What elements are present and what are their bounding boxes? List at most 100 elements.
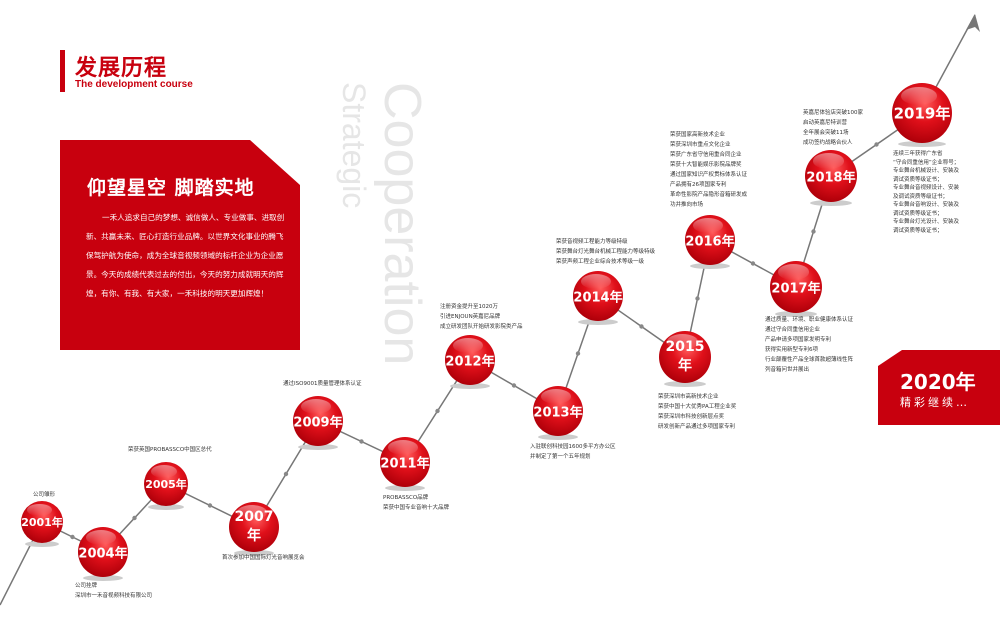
milestone-description: PROBASSCO品牌 荣获中国专业音响十大品牌 xyxy=(383,493,449,513)
ball-shadow xyxy=(83,575,123,581)
milestone-description: 公司挂牌 深圳市一禾音视频科技有限公司 xyxy=(75,581,152,601)
description-line: 功并推向市场 xyxy=(670,202,704,208)
page-title: 发展历程 xyxy=(75,56,168,81)
milestone-ball: 2005年 xyxy=(144,462,188,506)
ball-shadow xyxy=(898,141,946,147)
description-line: 专业舞台音响设计、安装及 xyxy=(893,202,960,208)
future-text: 精彩继续… xyxy=(900,396,970,409)
ball-shadow xyxy=(538,434,578,440)
description-line: 行业颠覆性产品全球首款超薄线性阵 xyxy=(765,357,854,363)
milestone-description: 注册资金提升至1020万 引进ENJOUN英嘉尼品牌 成立研发团队开始研发影院类产品 xyxy=(440,302,523,332)
milestone-year: 2009年 xyxy=(293,415,343,431)
milestone-year: 2013年 xyxy=(533,405,583,421)
milestone-ball: 2013年 xyxy=(533,386,583,436)
milestone-ball: 2017年 xyxy=(770,261,822,313)
page-subtitle: The development course xyxy=(75,79,193,90)
description-line: 并制定了第一个五年规划 xyxy=(530,454,591,460)
milestone-description: 首次参加中国国际灯光音响展览会 xyxy=(222,553,305,563)
description-line: 通过质量、环境、职业健康体系认证 xyxy=(765,317,854,323)
milestone-description: 通过质量、环境、职业健康体系认证 通过守合同重信用企业 产品申请多项国家发明专利 获得… xyxy=(765,315,853,375)
milestone-ball: 2012年 xyxy=(445,335,495,385)
milestone-year: 2004年 xyxy=(78,546,128,562)
milestone-ball: 2016年 xyxy=(685,215,735,265)
description-line: 荣获中国专业音响十大品牌 xyxy=(383,505,450,511)
timeline-node-dot xyxy=(435,408,440,414)
ball-shadow xyxy=(578,319,618,325)
milestone-year: 2012年 xyxy=(445,354,495,370)
milestone-description: 英嘉尼体验店突破100家 启动英嘉尼特训营 全年展会突破11场 成功签约战略合伙人 xyxy=(803,108,863,148)
timeline-node-dot xyxy=(132,515,137,521)
timeline-node-dot xyxy=(207,503,213,508)
description-line: 专业舞台灯光设计、安装及 xyxy=(893,219,960,225)
description-line: “守合同重信用”企业称号； xyxy=(893,159,960,166)
description-line: 产品拥有26项国家专利 xyxy=(670,182,727,188)
milestone-description: 通过ISO9001质量管理体系认证 xyxy=(283,379,361,389)
description-line: 调试资质等级证书； xyxy=(893,227,943,234)
description-line: 荣获深圳市重点文化企业 xyxy=(670,142,731,148)
description-line: 引进ENJOUN英嘉尼品牌 xyxy=(440,314,501,320)
description-line: 专业舞台机械设计、安装及 xyxy=(893,168,960,174)
milestone-year: 2017年 xyxy=(771,281,821,297)
milestone-description: 荣获英国PROBASSCO中国区总代 xyxy=(128,445,212,455)
ball-shadow xyxy=(148,504,184,510)
description-line: 入驻联创科技园1600多平方办公区 xyxy=(530,444,616,450)
description-line: 全年展会突破11场 xyxy=(803,130,849,136)
description-line: 公司雏形 xyxy=(33,492,56,498)
milestone-description: 荣获音视频工程能力等级特级 荣获舞台灯光舞台机械工程能力等级特级 荣获声频工程企业综… xyxy=(556,237,655,267)
ball-shadow xyxy=(298,444,338,450)
description-line: 及调试资质等级证书； xyxy=(893,193,949,200)
description-line: 启动英嘉尼特训营 xyxy=(803,120,848,126)
description-line: 荣获国家高新技术企业 xyxy=(670,132,726,138)
milestone-year: 2015年 xyxy=(665,339,705,374)
description-line: 连续三年获得广东省 xyxy=(893,151,943,157)
ball-shadow xyxy=(810,200,852,206)
description-line: 荣获舞台灯光舞台机械工程能力等级特级 xyxy=(556,249,656,255)
milestone-description: 入驻联创科技园1600多平方办公区 并制定了第一个五年规划 xyxy=(530,442,616,462)
description-line: 成功签约战略合伙人 xyxy=(803,140,853,146)
timeline-node-dot xyxy=(70,534,75,540)
milestone-year: 2005年 xyxy=(145,478,187,491)
timeline-node-dot xyxy=(283,471,289,477)
milestone-year: 2011年 xyxy=(380,456,430,472)
timeline-node-dot xyxy=(750,261,756,266)
ball-shadow xyxy=(664,381,706,387)
milestone-description: 荣获国家高新技术企业 荣获深圳市重点文化企业荣获广东省守信用重合同企业 荣获十大智能… xyxy=(670,130,747,210)
milestone-ball: 2018年 xyxy=(805,150,857,202)
ball-shadow xyxy=(385,485,425,491)
description-line: 专业舞台音视频设计、安装 xyxy=(893,185,960,191)
description-line: 成立研发团队开始研发影院类产品 xyxy=(440,324,523,330)
intro-body: 一禾人追求自己的梦想、诚信做人、专业做事、进取创新、共赢未来、匠心打造行业品牌。… xyxy=(86,213,285,298)
ball-shadow xyxy=(775,311,817,317)
milestone-ball: 2019年 xyxy=(892,83,952,143)
description-line: 产品申请多项国家发明专利 xyxy=(765,337,832,343)
milestone-ball: 2009年 xyxy=(293,396,343,446)
milestone-description: 公司雏形 xyxy=(33,490,55,500)
description-line: 首次参加中国国际灯光音响展览会 xyxy=(222,555,305,561)
description-line: 通过守合同重信用企业 xyxy=(765,327,821,333)
timeline-node-dot xyxy=(695,296,700,301)
header-accent-bar xyxy=(60,50,65,92)
description-line: 研发创新产品通过多项国家专利 xyxy=(658,424,736,430)
description-line: 荣获中国十大优秀PA工程企业奖 xyxy=(658,404,737,410)
description-line: 列音箱问世并展出 xyxy=(765,367,810,373)
milestone-ball: 2014年 xyxy=(573,271,623,321)
future-year: 2020年 xyxy=(900,370,976,394)
milestone-year: 2001年 xyxy=(21,516,63,529)
description-line: 荣获深圳市高新技术企业 xyxy=(658,394,719,400)
description-line: 调试资质等级证书； xyxy=(893,176,943,183)
milestone-year: 2019年 xyxy=(893,104,951,123)
description-line: 荣获广东省守信用重合同企业 xyxy=(670,152,742,158)
description-line: 荣获十大智能娱乐影院品牌奖 xyxy=(670,162,742,168)
milestone-ball: 2015年 xyxy=(659,331,711,383)
milestone-ball: 2007年 xyxy=(229,502,279,552)
timeline-node-dot xyxy=(575,351,581,356)
description-line: 公司挂牌 xyxy=(75,583,98,589)
ball-shadow xyxy=(234,550,274,556)
timeline-node-dot xyxy=(359,439,364,444)
timeline-node-dot xyxy=(811,229,816,234)
description-line: 通过国家知识产权贯标体系认证 xyxy=(670,172,748,178)
milestone-year: 2014年 xyxy=(573,290,623,306)
future-panel: 2020年 精彩继续… xyxy=(878,350,1000,425)
intro-panel: 仰望星空 脚踏实地 一禾人追求自己的梦想、诚信做人、专业做事、进取创新、共赢未来… xyxy=(60,140,300,350)
